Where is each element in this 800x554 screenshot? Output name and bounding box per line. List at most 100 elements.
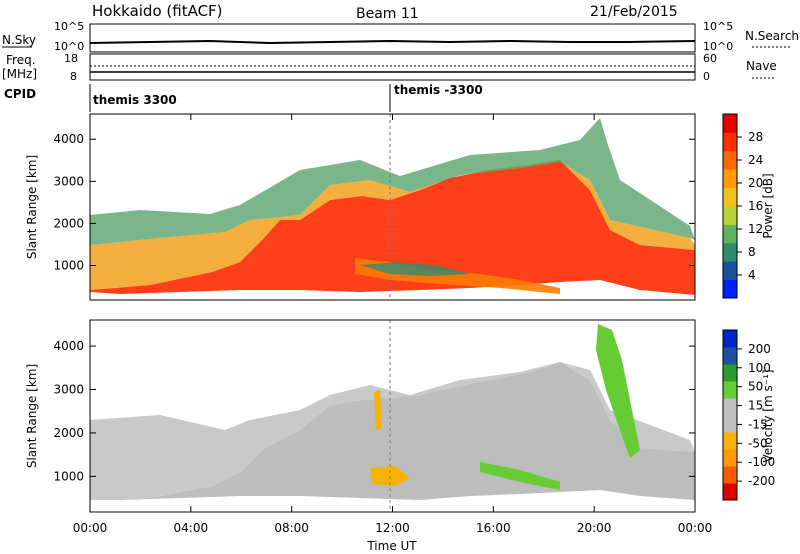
colorbar-segment [723,449,737,467]
y-tick-label: 2000 [53,216,84,230]
power-outer-echo [90,160,695,290]
colorbar-tick-label: 15 [748,399,763,413]
y-tick-label: 4000 [53,339,84,353]
colorbar-tick-label: 8 [748,245,756,259]
freq-frame [89,53,696,81]
nave-tick-top: 60 [703,52,717,65]
power-colorbar: 4 8 12 16 20 24 28 [722,113,763,299]
colorbar-segment [723,381,737,399]
colorbar-tick-label: 12 [748,222,763,236]
colorbar-segment [723,415,737,433]
nsearch-tick-top: 10^5 [703,20,733,33]
colorbar-segment [723,330,737,348]
cpid-segment-1: themis 3300 [93,93,177,107]
nsky-tick-top: 10^5 [54,20,84,33]
colorbar-segment [723,114,737,133]
y-tick-label: 3000 [53,174,84,188]
velocity-green-echo [480,462,560,490]
colorbar-segment [723,187,737,207]
freq-tick-top: 18 [64,52,78,65]
colorbar-tick-label: -200 [748,474,775,488]
colorbar-tick-label: 4 [748,268,756,282]
colorbar-segment [723,206,737,225]
colorbar-tick-label: 50 [748,380,763,394]
power-data [90,118,695,295]
x-tick-label: 00:00 [678,521,713,535]
velocity-outer-scatter [90,362,695,500]
velocity-ground-scatter [90,362,695,500]
nsky-trace [89,39,696,45]
freq-tick-bottom: 8 [70,70,77,83]
colorbar-segment [723,347,737,365]
nsky-frame [89,23,696,53]
nsky-strip: N.Sky 10^5 10^0 10^5 10^0 N.Search [2,20,799,53]
nsearch-label: N.Search [745,29,799,43]
velocity-ylabel: Slant Range [km] [25,364,39,468]
power-low-range-weak [360,262,470,276]
colorbar-frame [722,329,738,501]
colorbar-segment [723,169,737,189]
cpid-strip: CPID themis 3300 themis -3300 [4,83,483,112]
power-y-ticks: 1000 2000 3000 4000 [53,132,695,272]
nsky-label: N.Sky [2,33,36,47]
freq-unit: [MHz] [2,67,37,81]
velocity-xlabel: Time UT [366,539,417,553]
y-tick-label: 1000 [53,258,84,272]
power-colorbar-label: Power [dB] [761,173,775,238]
colorbar-tick-label: 200 [748,342,771,356]
power-core-echo [90,160,695,295]
colorbar-segment [723,432,737,450]
nave-tick-bottom: 0 [703,70,710,83]
velocity-x-ticks: 00:00 04:00 08:00 12:00 16:00 20:00 00:00 [73,114,713,535]
velocity-y-ticks: 1000 2000 3000 4000 [53,339,695,483]
freq-strip: Freq. [MHz] 18 8 60 0 Nave [2,52,777,83]
colorbar-segment [723,364,737,382]
colorbar-segment [723,224,737,244]
colorbar-tick-label: -100 [748,455,775,469]
y-tick-label: 3000 [53,383,84,397]
colorbar-segment [723,279,737,299]
x-tick-label: 04:00 [174,521,209,535]
colorbar-tick-label: 100 [748,361,771,375]
colorbar-tick-label: -15 [748,417,768,431]
colorbar-segment [723,398,737,416]
colorbar-segment [723,150,737,170]
x-tick-label: 20:00 [577,521,612,535]
power-ylabel: Slant Range [km] [25,155,39,259]
y-tick-label: 1000 [53,469,84,483]
colorbar-tick-label: 24 [748,153,763,167]
colorbar-tick-label: 28 [748,130,763,144]
colorbar-segment [723,132,737,152]
cpid-segment-2: themis -3300 [394,83,483,97]
colorbar-tick-label: 20 [748,176,763,190]
velocity-orange-column [374,390,382,430]
colorbar-segment [723,466,737,484]
power-weak-echo [90,118,695,245]
y-tick-label: 4000 [53,132,84,146]
velocity-panel: 1000 2000 3000 4000 00:00 04:00 08:00 12:00 16:… [25,114,712,553]
x-tick-label: 00:00 [73,521,108,535]
x-tick-label: 16:00 [476,521,511,535]
nsky-tick-bottom: 10^0 [54,40,84,53]
velocity-data [90,324,695,500]
beam-title: Beam 11 [356,6,419,22]
colorbar-tick-label: 16 [748,199,763,213]
cpid-label: CPID [4,87,36,101]
colorbar-segment [723,242,737,262]
colorbar-tick-label: -50 [748,436,768,450]
freq-label: Freq. [6,53,36,67]
colorbar-segment [723,261,737,281]
colorbar-segment [723,483,737,501]
y-tick-label: 2000 [53,426,84,440]
x-tick-label: 12:00 [375,521,410,535]
nave-label: Nave [746,59,777,73]
velocity-positive-streak [596,324,640,458]
velocity-colorbar-label: Velocity [m s⁻¹] [761,369,775,462]
station-title: Hokkaido (fitACF) [92,2,223,20]
date-title: 21/Feb/2015 [590,4,678,20]
x-tick-label: 08:00 [274,521,309,535]
nsearch-tick-bottom: 10^0 [703,40,733,53]
velocity-colorbar: 200 100 50 15 -15 -50 -100 -200 [722,329,775,501]
power-panel: 1000 2000 3000 4000 Slant Range [km] [25,113,696,301]
